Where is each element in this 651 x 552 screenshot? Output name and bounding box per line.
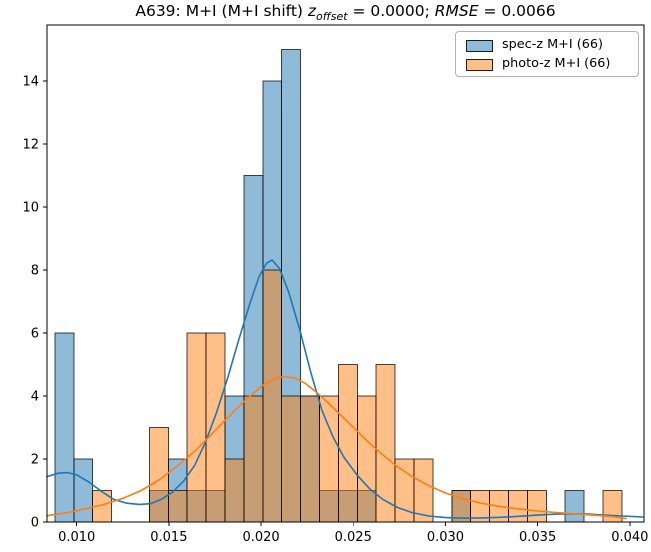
legend-patch-photo-z-icon	[466, 58, 493, 71]
x-tick-label: 0.010	[58, 530, 95, 545]
y-tick-label: 0	[31, 516, 39, 531]
legend-label-photo-z: photo-z M+I (66)	[502, 56, 611, 72]
x-tick-label: 0.030	[427, 530, 464, 545]
histogram-bar-photo-z	[337, 364, 358, 523]
title-z-var: z	[307, 2, 317, 20]
histogram-bar-photo-z	[205, 332, 226, 523]
y-tick-label: 14	[22, 75, 39, 90]
histogram-bar-photo-z	[186, 332, 207, 523]
histogram-bar-spec-z	[73, 458, 94, 523]
title-prefix: A639: M+I (M+I shift)	[135, 2, 308, 20]
histogram-bar-spec-z	[564, 490, 585, 523]
x-tick-label: 0.015	[150, 530, 187, 545]
kde-curve-photo-z	[46, 375, 627, 520]
legend-item-spec-z: spec-z M+I (66)	[466, 36, 638, 55]
legend-label-spec-z: spec-z M+I (66)	[502, 37, 603, 53]
x-tick-label: 0.025	[335, 530, 372, 545]
histogram-bar-photo-z	[413, 458, 434, 523]
histogram-bar-photo-z	[356, 395, 377, 523]
x-tick-label: 0.040	[611, 530, 648, 545]
histogram-bar-photo-z	[243, 395, 264, 523]
title-z-subscript: offset	[316, 10, 348, 24]
legend-patch-spec-z-icon	[466, 39, 493, 52]
histogram-bar-photo-z	[167, 490, 188, 523]
title-rmse-value: = 0.0066	[478, 2, 556, 20]
y-tick-label: 10	[22, 201, 39, 216]
y-tick-label: 2	[31, 453, 39, 468]
histogram-bar-photo-z	[262, 269, 283, 523]
legend-item-photo-z: photo-z M+I (66)	[466, 55, 638, 74]
y-tick-label: 6	[31, 327, 39, 342]
y-tick-label: 4	[31, 390, 39, 405]
x-tick-label: 0.020	[242, 530, 279, 545]
plot-border	[46, 24, 645, 523]
histogram-bar-spec-z	[54, 332, 75, 523]
histogram-bar-photo-z	[281, 395, 302, 523]
legend: spec-z M+I (66) photo-z M+I (66)	[455, 31, 639, 77]
y-tick-label: 8	[31, 264, 39, 279]
y-tick-label: 12	[22, 138, 39, 153]
histogram-bar-photo-z	[300, 395, 321, 523]
histogram-bar-photo-z	[375, 364, 396, 523]
histogram-bar-photo-z	[224, 458, 245, 523]
histogram-bar-photo-z	[526, 490, 547, 523]
histogram-bar-photo-z	[319, 395, 339, 523]
title-rmse-var: RMSE	[434, 2, 479, 20]
x-tick-label: 0.035	[519, 530, 556, 545]
title-z-value: = 0.0000;	[347, 2, 435, 20]
kde-curve-spec-z	[46, 259, 644, 519]
chart-title: A639: M+I (M+I shift) zoffset = 0.0000; …	[47, 1, 644, 27]
